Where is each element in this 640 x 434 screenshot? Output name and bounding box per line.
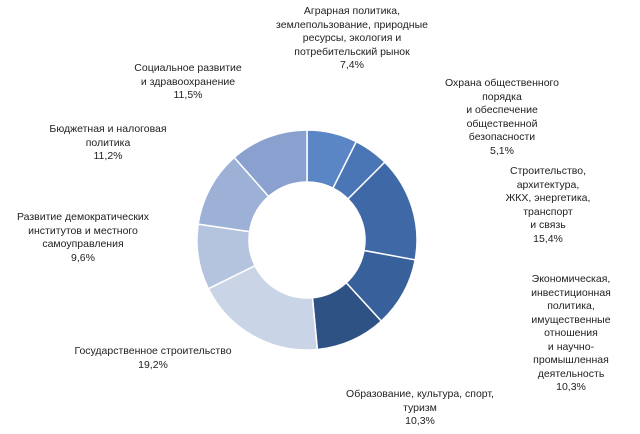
- donut-slice-9: [233, 129, 308, 198]
- slice-label-7: Развитие демократических институтов и ме…: [17, 211, 149, 265]
- slice-label-9: Социальное развитие и здравоохранение 11,…: [134, 62, 241, 103]
- slice-label-8: Бюджетная и налоговая политика 11,2%: [49, 123, 166, 164]
- slice-value-text: 5,1%: [490, 144, 514, 157]
- donut-slices: [196, 129, 418, 351]
- slice-label-1: Аграрная политика, землепользование, при…: [276, 5, 428, 73]
- slice-value-text: 11,5%: [173, 89, 203, 101]
- slice-label-2: Охрана общественного порядка и обеспечен…: [433, 77, 571, 158]
- slice-category-text: Развитие демократических институтов и ме…: [16, 211, 150, 250]
- slice-label-3: Строительство, архитектура, ЖКХ, энергет…: [502, 165, 594, 246]
- slice-category-text: Строительство, архитектура, ЖКХ, энергет…: [505, 165, 591, 231]
- slice-category-text: Аграрная политика, землепользование, при…: [276, 5, 428, 58]
- slice-value-text: 10,3%: [405, 415, 435, 427]
- slice-category-text: Охрана общественного порядка и обеспечен…: [445, 77, 559, 143]
- slice-label-6: Государственное строительство 19,2%: [74, 345, 231, 372]
- slice-label-5: Образование, культура, спорт, туризм 10,3…: [346, 388, 494, 429]
- slice-value-text: 15,4%: [533, 232, 563, 245]
- slice-value-text: 9,6%: [71, 251, 95, 264]
- slice-value-text: 10,3%: [556, 381, 586, 393]
- slice-label-4: Экономическая, инвестиционная политика, …: [531, 273, 611, 395]
- slice-category-text: Образование, культура, спорт, туризм: [346, 388, 494, 414]
- slice-category-text: Государственное строительство: [74, 345, 232, 357]
- slice-value-text: 19,2%: [138, 358, 168, 371]
- slice-category-text: Бюджетная и налоговая политика: [49, 123, 167, 149]
- slice-value-text: 7,4%: [340, 59, 364, 71]
- slice-category-text: Экономическая, инвестиционная политика, …: [531, 273, 611, 380]
- slice-category-text: Социальное развитие и здравоохранение: [134, 62, 242, 88]
- slice-value-text: 11,2%: [93, 150, 123, 162]
